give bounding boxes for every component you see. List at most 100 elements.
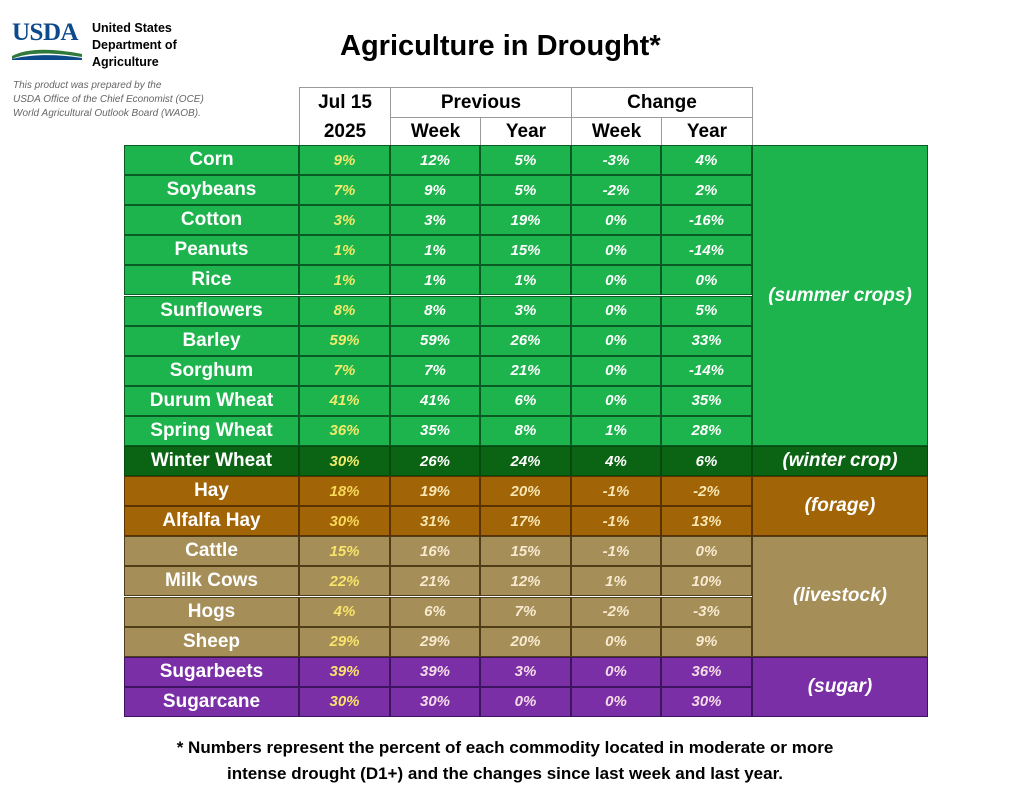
value-cell: -3% xyxy=(661,596,752,627)
value-cell: -3% xyxy=(571,145,661,175)
commodity-name: Sunflowers xyxy=(124,295,299,326)
value-cell: 1% xyxy=(299,265,390,296)
table-row: Sheep 29% 29% 20% 0% 9% xyxy=(124,626,752,657)
value-cell: -14% xyxy=(661,355,752,386)
value-cell: 2% xyxy=(661,175,752,206)
value-cell: -1% xyxy=(571,476,661,507)
table-row: Sorghum 7% 7% 21% 0% -14% xyxy=(124,355,752,386)
value-cell: 33% xyxy=(661,325,752,356)
value-cell: 7% xyxy=(299,355,390,386)
value-cell: 3% xyxy=(390,205,480,236)
table-row: Sunflowers 8% 8% 3% 0% 5% xyxy=(124,295,752,326)
commodity-name: Cattle xyxy=(124,536,299,567)
value-cell: 18% xyxy=(299,476,390,507)
header-current-year: 2025 xyxy=(299,117,391,147)
table-row: Cotton 3% 3% 19% 0% -16% xyxy=(124,205,752,236)
header-previous-week: Week xyxy=(390,117,481,147)
commodity-name: Hogs xyxy=(124,596,299,627)
value-cell: 17% xyxy=(480,506,571,537)
value-cell: -1% xyxy=(571,506,661,537)
value-cell: 20% xyxy=(480,626,571,657)
value-cell: 30% xyxy=(299,446,390,476)
header-previous: Previous xyxy=(390,87,572,118)
commodity-name: Hay xyxy=(124,476,299,507)
value-cell: 21% xyxy=(480,355,571,386)
value-cell: 41% xyxy=(390,385,480,416)
value-cell: 0% xyxy=(571,265,661,296)
value-cell: 10% xyxy=(661,566,752,597)
table-row: Peanuts 1% 1% 15% 0% -14% xyxy=(124,235,752,266)
value-cell: 29% xyxy=(390,626,480,657)
commodity-name: Rice xyxy=(124,265,299,296)
value-cell: 0% xyxy=(480,686,571,717)
value-cell: 15% xyxy=(299,536,390,567)
value-cell: 30% xyxy=(299,506,390,537)
commodity-name: Sugarcane xyxy=(124,686,299,717)
commodity-name: Barley xyxy=(124,325,299,356)
value-cell: 13% xyxy=(661,506,752,537)
value-cell: 39% xyxy=(390,656,480,687)
value-cell: 41% xyxy=(299,385,390,416)
group-label: (livestock) xyxy=(752,536,928,657)
value-cell: 9% xyxy=(390,175,480,206)
header-change-week: Week xyxy=(571,117,662,147)
value-cell: 7% xyxy=(390,355,480,386)
value-cell: 6% xyxy=(480,385,571,416)
table-row: Milk Cows 22% 21% 12% 1% 10% xyxy=(124,566,752,597)
value-cell: 7% xyxy=(480,596,571,627)
value-cell: 8% xyxy=(480,415,571,446)
value-cell: 24% xyxy=(480,446,571,476)
value-cell: -16% xyxy=(661,205,752,236)
value-cell: -1% xyxy=(571,536,661,567)
header-current-date: Jul 15 xyxy=(299,87,391,118)
value-cell: 15% xyxy=(480,536,571,567)
value-cell: 16% xyxy=(390,536,480,567)
value-cell: 19% xyxy=(390,476,480,507)
credit-line: World Agricultural Outlook Board (WAOB). xyxy=(13,108,201,119)
value-cell: 35% xyxy=(390,415,480,446)
page-title: Agriculture in Drought* xyxy=(340,30,661,62)
table-row: Rice 1% 1% 1% 0% 0% xyxy=(124,265,752,296)
table-row: Winter Wheat 30% 26% 24% 4% 6% xyxy=(124,446,752,476)
value-cell: 1% xyxy=(571,566,661,597)
commodity-name: Sugarbeets xyxy=(124,656,299,687)
value-cell: 35% xyxy=(661,385,752,416)
value-cell: -2% xyxy=(571,596,661,627)
value-cell: 3% xyxy=(299,205,390,236)
value-cell: 59% xyxy=(390,325,480,356)
value-cell: 3% xyxy=(480,295,571,326)
value-cell: 5% xyxy=(480,175,571,206)
credit-line: This product was prepared by the xyxy=(13,80,162,91)
commodity-name: Sorghum xyxy=(124,355,299,386)
value-cell: 9% xyxy=(661,626,752,657)
value-cell: 31% xyxy=(390,506,480,537)
value-cell: 21% xyxy=(390,566,480,597)
header-change: Change xyxy=(571,87,753,118)
table-row: Barley 59% 59% 26% 0% 33% xyxy=(124,325,752,356)
value-cell: 4% xyxy=(571,446,661,476)
table-row: Hay 18% 19% 20% -1% -2% xyxy=(124,476,752,507)
value-cell: 7% xyxy=(299,175,390,206)
table-row: Durum Wheat 41% 41% 6% 0% 35% xyxy=(124,385,752,416)
agency-line: Department of xyxy=(92,38,177,52)
value-cell: 3% xyxy=(480,656,571,687)
value-cell: 9% xyxy=(299,145,390,175)
value-cell: 20% xyxy=(480,476,571,507)
table-row: Alfalfa Hay 30% 31% 17% -1% 13% xyxy=(124,506,752,537)
value-cell: 30% xyxy=(299,686,390,717)
commodity-name: Corn xyxy=(124,145,299,175)
value-cell: 0% xyxy=(661,536,752,567)
footnote-line: * Numbers represent the percent of each … xyxy=(176,738,834,757)
value-cell: 0% xyxy=(571,385,661,416)
agency-name: United States Department of Agriculture xyxy=(92,20,177,71)
value-cell: 1% xyxy=(390,265,480,296)
agency-line: United States xyxy=(92,21,172,35)
table-row: Corn 9% 12% 5% -3% 4% xyxy=(124,145,752,175)
value-cell: 0% xyxy=(571,656,661,687)
value-cell: 0% xyxy=(571,626,661,657)
commodity-name: Cotton xyxy=(124,205,299,236)
value-cell: 22% xyxy=(299,566,390,597)
value-cell: -2% xyxy=(571,175,661,206)
value-cell: 0% xyxy=(571,355,661,386)
value-cell: 8% xyxy=(390,295,480,326)
